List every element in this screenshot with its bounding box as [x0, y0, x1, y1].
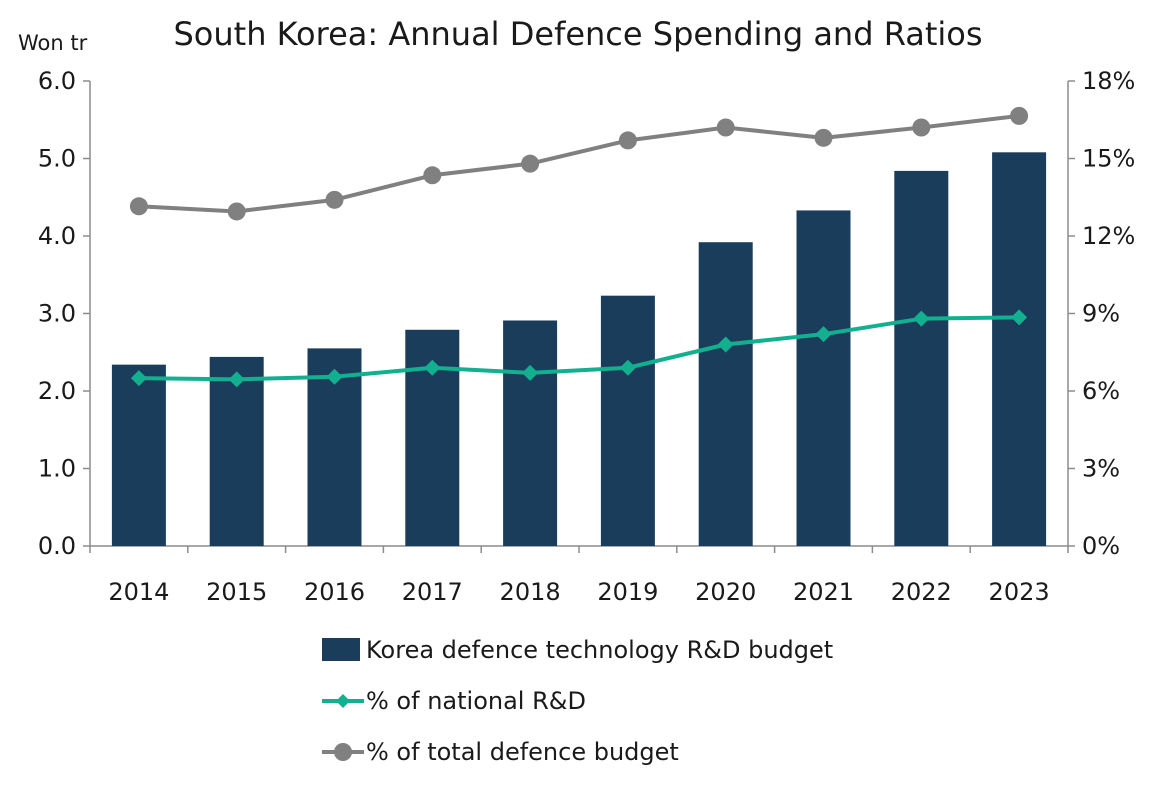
line-point-circle [521, 154, 540, 173]
legend-label: % of total defence budget [366, 738, 679, 766]
left-axis-tick-label: 0.0 [38, 532, 76, 560]
line-point-circle [325, 190, 344, 209]
legend: Korea defence technology R&D budget % of … [322, 636, 833, 766]
y-axis-unit-label: Won tr [18, 31, 88, 55]
left-axis-tick-label: 1.0 [38, 455, 76, 483]
series-line [138, 315, 1020, 382]
bar [111, 364, 166, 546]
left-axis-tick-label: 2.0 [38, 377, 76, 405]
legend-marker-diamond [336, 694, 350, 708]
legend-swatch-bar [322, 638, 360, 661]
legend-marker-circle [334, 743, 352, 761]
bar [503, 320, 558, 546]
x-axis-tick-label: 2016 [304, 578, 365, 606]
bar [698, 242, 753, 546]
line-point-diamond [717, 336, 734, 353]
x-axis-tick-label: 2021 [793, 578, 854, 606]
left-axis-tick-label: 5.0 [38, 145, 76, 173]
x-axis-tick-label: 2019 [597, 578, 658, 606]
series-line [138, 113, 1020, 214]
legend-label: Korea defence technology R&D budget [366, 636, 833, 664]
line-point-circle [1010, 106, 1029, 125]
x-axis-tick-label: 2015 [206, 578, 267, 606]
right-axis-tick-label: 9% [1082, 300, 1120, 328]
x-axis-tick-label: 2014 [108, 578, 169, 606]
chart-title: South Korea: Annual Defence Spending and… [173, 15, 982, 53]
right-axis-tick-label: 12% [1082, 222, 1135, 250]
x-axis-tick-label: 2017 [402, 578, 463, 606]
left-axis-tick-label: 6.0 [38, 67, 76, 95]
legend-label: % of national R&D [366, 687, 586, 715]
line-point-diamond [130, 370, 147, 387]
line-point-diamond [815, 326, 832, 343]
right-axis-tick-label: 6% [1082, 377, 1120, 405]
left-axis-tick-label: 3.0 [38, 300, 76, 328]
line-point-diamond [522, 364, 539, 381]
line-series [129, 106, 1029, 388]
bar [209, 356, 264, 546]
x-axis-tick-label: 2018 [500, 578, 561, 606]
line-point-diamond [619, 359, 636, 376]
x-axis-tick-label: 2023 [989, 578, 1050, 606]
line-point-circle [129, 197, 148, 216]
x-axis-tick-label: 2020 [695, 578, 756, 606]
bar [796, 210, 851, 547]
right-axis-tick-label: 18% [1082, 67, 1135, 95]
line-point-circle [423, 166, 442, 185]
bar-series [111, 152, 1047, 547]
line-point-diamond [424, 359, 441, 376]
line-point-circle [716, 118, 735, 137]
bar [992, 152, 1047, 547]
left-axis-tick-label: 4.0 [38, 222, 76, 250]
line-point-circle [912, 118, 931, 137]
right-axis-tick-label: 15% [1082, 145, 1135, 173]
right-axis-tick-label: 3% [1082, 455, 1120, 483]
line-point-diamond [913, 310, 930, 327]
bar [894, 170, 949, 546]
line-point-circle [227, 202, 246, 221]
bar [600, 295, 655, 546]
axes: 0.0 1.0 2.0 3.0 4.0 5.0 6.0 0% 3% 6% 9% 12% 15% 18% 20… [38, 67, 1136, 606]
right-axis-tick-label: 0% [1082, 532, 1120, 560]
line-point-circle [814, 128, 833, 147]
line-point-diamond [1011, 309, 1028, 326]
line-point-diamond [228, 371, 245, 388]
line-point-diamond [326, 368, 343, 385]
x-axis-tick-label: 2022 [891, 578, 952, 606]
line-point-circle [618, 131, 637, 150]
